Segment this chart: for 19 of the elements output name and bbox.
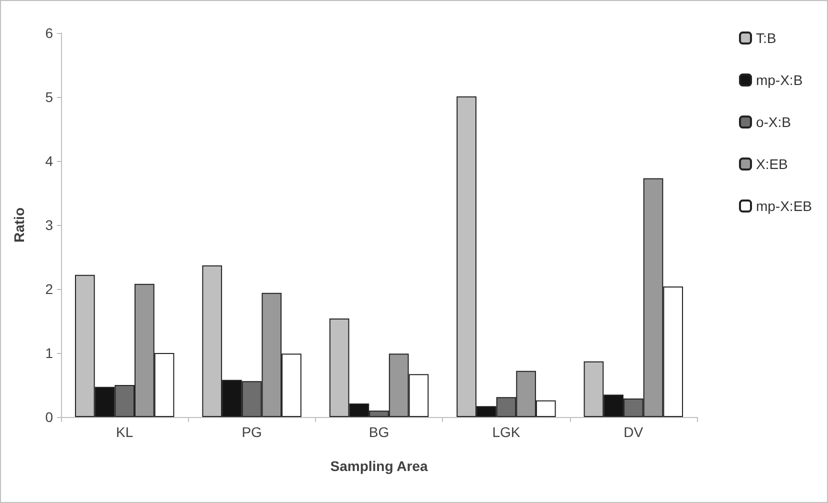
x-tick-label: KL xyxy=(116,424,134,440)
y-tick-label: 4 xyxy=(45,153,54,169)
legend-label: T:B xyxy=(756,30,776,46)
y-tick-label: 6 xyxy=(45,25,54,41)
y-tick-label: 3 xyxy=(45,217,54,233)
y-tick-label: 5 xyxy=(45,89,54,105)
x-tick-label: DV xyxy=(624,424,644,440)
x-tick-label: BG xyxy=(368,424,390,440)
legend-label: o-X:B xyxy=(756,114,791,130)
x-tick-label: PG xyxy=(242,424,262,440)
y-tick-label: 0 xyxy=(45,409,54,425)
y-tick-label: 1 xyxy=(45,345,54,361)
legend-label: mp-X:B xyxy=(756,72,803,88)
x-axis-title: Sampling Area xyxy=(330,458,428,474)
legend-label: mp-X:EB xyxy=(756,198,812,214)
y-tick-label: 2 xyxy=(45,281,54,297)
legend-label: X:EB xyxy=(756,156,788,172)
y-axis-title: Ratio xyxy=(11,208,27,242)
x-tick-label: LGK xyxy=(492,424,521,440)
